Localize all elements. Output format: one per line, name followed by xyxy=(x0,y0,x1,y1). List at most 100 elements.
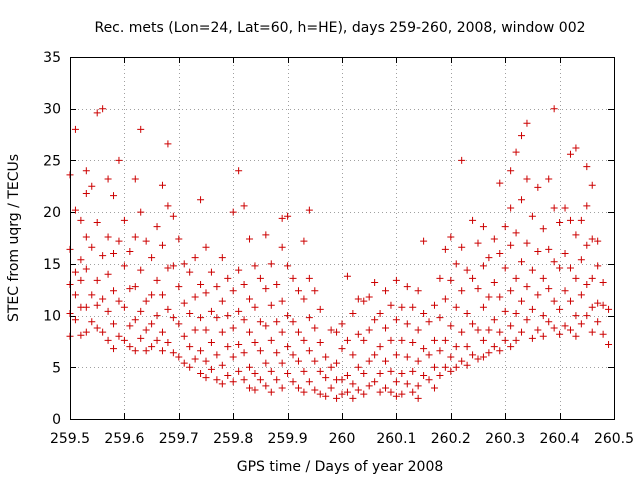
data-point xyxy=(104,307,112,315)
data-point xyxy=(137,266,145,274)
data-point xyxy=(365,326,373,334)
data-point xyxy=(180,299,188,307)
data-point xyxy=(289,318,297,326)
data-point xyxy=(278,214,286,222)
data-point xyxy=(354,386,362,394)
data-point xyxy=(93,301,101,309)
data-point xyxy=(207,365,215,373)
data-point xyxy=(93,324,101,332)
data-point xyxy=(360,297,368,305)
data-point xyxy=(322,374,330,382)
x-tick-label: 260.2 xyxy=(431,431,471,447)
data-point xyxy=(365,357,373,365)
data-point xyxy=(398,369,406,377)
data-point xyxy=(246,384,254,392)
data-point xyxy=(256,318,264,326)
x-tick-label: 260.5 xyxy=(594,431,634,447)
data-point xyxy=(251,303,259,311)
data-point xyxy=(224,343,232,351)
data-point xyxy=(398,390,406,398)
data-point xyxy=(452,363,460,371)
data-point xyxy=(512,336,520,344)
data-point xyxy=(469,351,477,359)
data-point xyxy=(300,367,308,375)
data-point xyxy=(382,357,390,365)
data-point xyxy=(327,384,335,392)
data-point xyxy=(577,291,585,299)
data-point xyxy=(474,239,482,247)
data-point xyxy=(186,310,194,318)
data-point xyxy=(534,183,542,191)
data-point xyxy=(588,235,596,243)
data-point xyxy=(523,239,531,247)
data-point xyxy=(104,233,112,241)
data-point xyxy=(474,326,482,334)
data-point xyxy=(496,293,504,301)
data-point xyxy=(420,237,428,245)
data-point xyxy=(311,357,319,365)
data-point xyxy=(115,237,123,245)
data-point xyxy=(409,338,417,346)
data-point xyxy=(463,343,471,351)
x-tick-label: 259.7 xyxy=(159,431,199,447)
data-point xyxy=(382,324,390,332)
data-point xyxy=(469,320,477,328)
data-point xyxy=(93,218,101,226)
data-point xyxy=(496,328,504,336)
data-point xyxy=(164,264,172,272)
data-point xyxy=(251,386,259,394)
data-point xyxy=(420,372,428,380)
data-point xyxy=(180,332,188,340)
data-point xyxy=(496,250,504,258)
data-point xyxy=(262,285,270,293)
data-point xyxy=(316,305,324,313)
data-point xyxy=(539,225,547,233)
data-point xyxy=(479,336,487,344)
data-point xyxy=(316,390,324,398)
y-axis-title: STEC from uqrg / TECUs xyxy=(6,154,22,322)
data-point xyxy=(218,254,226,262)
data-point xyxy=(186,268,194,276)
data-point xyxy=(349,394,357,402)
data-point xyxy=(71,125,79,133)
data-point xyxy=(409,388,417,396)
data-point xyxy=(191,326,199,334)
data-point xyxy=(158,291,166,299)
data-point xyxy=(256,347,264,355)
data-point xyxy=(414,394,422,402)
data-point xyxy=(246,295,254,303)
x-tick-label: 259.9 xyxy=(268,431,308,447)
data-point xyxy=(528,305,536,313)
data-point xyxy=(376,343,384,351)
data-point xyxy=(305,347,313,355)
data-point xyxy=(599,301,607,309)
data-point xyxy=(534,247,542,255)
data-point xyxy=(523,283,531,291)
data-point xyxy=(284,262,292,270)
data-point xyxy=(77,216,85,224)
data-point xyxy=(131,233,139,241)
data-point xyxy=(485,293,493,301)
data-point xyxy=(403,380,411,388)
data-point xyxy=(550,204,558,212)
data-point xyxy=(82,233,90,241)
data-point xyxy=(425,351,433,359)
data-point xyxy=(289,351,297,359)
data-point xyxy=(550,324,558,332)
data-point xyxy=(251,369,259,377)
data-point xyxy=(572,274,580,282)
data-point xyxy=(479,303,487,311)
data-point xyxy=(479,262,487,270)
data-point xyxy=(142,237,150,245)
data-point xyxy=(82,328,90,336)
data-point xyxy=(458,243,466,251)
data-point xyxy=(588,181,596,189)
data-point xyxy=(148,254,156,262)
data-point xyxy=(175,283,183,291)
data-point xyxy=(305,274,313,282)
data-point xyxy=(267,301,275,309)
data-point xyxy=(197,347,205,355)
data-point xyxy=(175,320,183,328)
data-point xyxy=(246,235,254,243)
data-point xyxy=(322,353,330,361)
